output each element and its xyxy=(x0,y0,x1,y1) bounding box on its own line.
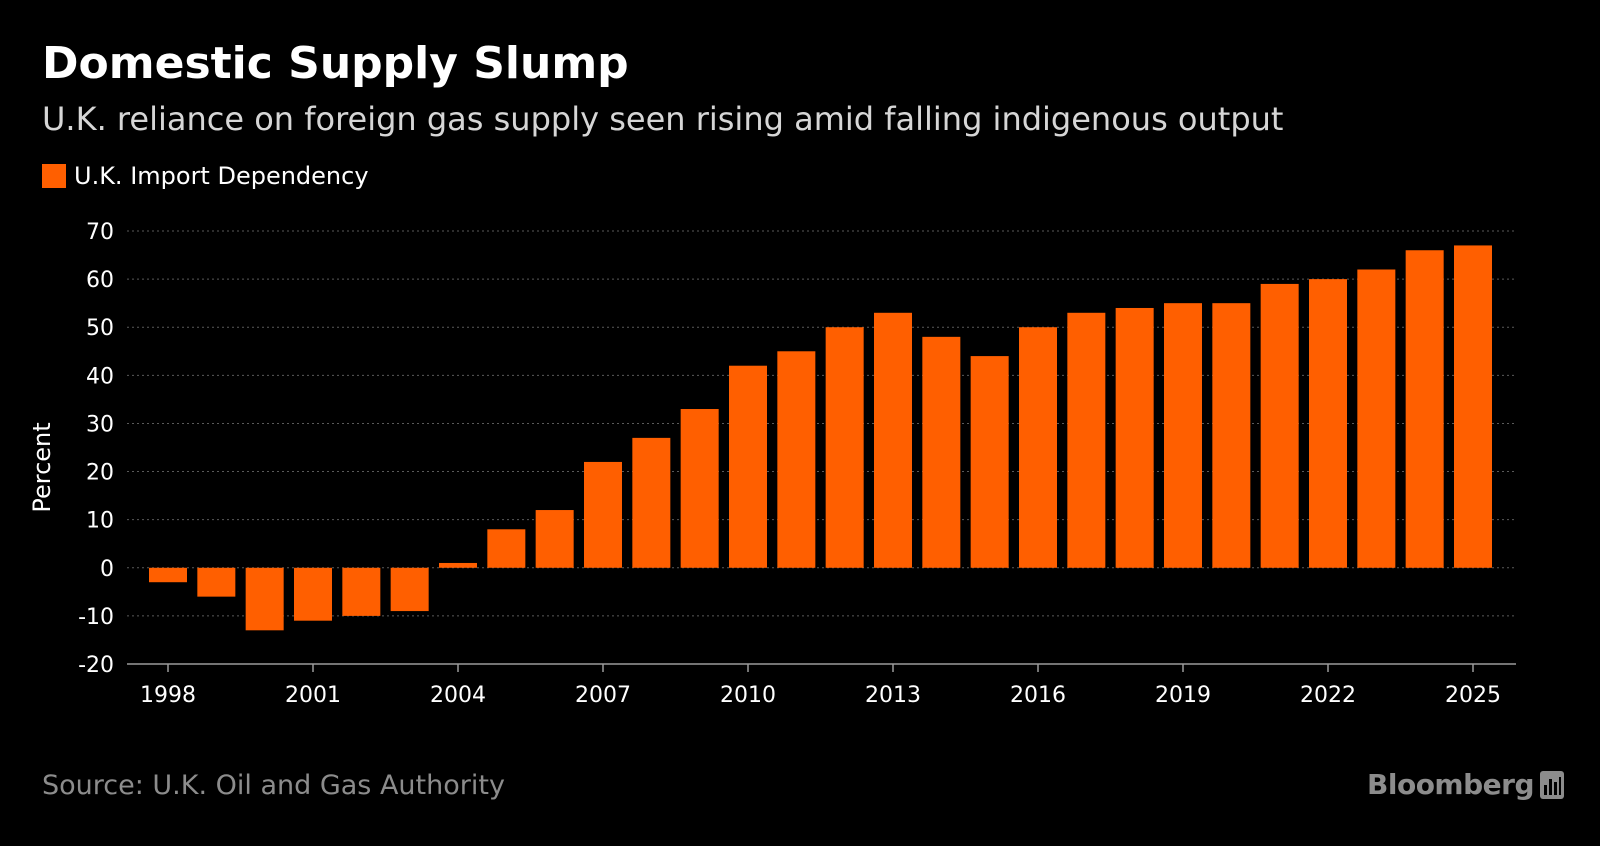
legend-label: U.K. Import Dependency xyxy=(74,162,369,190)
bar-2012 xyxy=(825,327,864,568)
bar-2024 xyxy=(1405,250,1444,568)
bar-2025 xyxy=(1454,245,1492,568)
y-tick-label: 30 xyxy=(86,412,114,437)
x-tick-label: 2022 xyxy=(1300,683,1356,708)
x-tick-label: 2010 xyxy=(720,683,776,708)
bar-2008 xyxy=(632,437,671,568)
y-tick-label: 20 xyxy=(86,461,114,486)
brand-logo: Bloomberg xyxy=(1367,768,1564,801)
axes xyxy=(127,663,1516,672)
legend: U.K. Import Dependency xyxy=(42,162,369,190)
y-tick-label: -20 xyxy=(78,653,114,678)
y-axis-label: Percent xyxy=(28,422,56,512)
bar-2007 xyxy=(584,461,622,568)
chart-subtitle: U.K. reliance on foreign gas supply seen… xyxy=(42,100,1284,138)
bar-2002 xyxy=(342,567,381,616)
gridlines xyxy=(127,230,1516,617)
bar-2019 xyxy=(1164,303,1202,568)
bar-2014 xyxy=(922,336,961,568)
y-tick-label: 40 xyxy=(86,364,114,389)
bar-2003 xyxy=(390,567,429,612)
bars xyxy=(149,245,1492,631)
y-tick-label: 70 xyxy=(86,220,114,245)
bar-2009 xyxy=(680,409,719,568)
bar-2022 xyxy=(1309,279,1347,568)
bar-1999 xyxy=(197,567,236,597)
bar-2016 xyxy=(1019,327,1057,568)
x-tick-label: 2007 xyxy=(575,683,631,708)
bar-2005 xyxy=(487,529,526,568)
bar-2020 xyxy=(1212,303,1251,568)
bar-2021 xyxy=(1260,283,1299,568)
bloomberg-bars-icon xyxy=(1540,770,1564,799)
bar-2013 xyxy=(874,312,912,568)
source-note: Source: U.K. Oil and Gas Authority xyxy=(42,770,505,801)
x-tick-label: 2025 xyxy=(1445,683,1501,708)
x-tick-label: 2004 xyxy=(430,683,486,708)
bar-2011 xyxy=(777,351,816,568)
y-tick-label: -10 xyxy=(78,605,114,630)
y-tick-label: 50 xyxy=(86,316,114,341)
bar-2015 xyxy=(970,356,1009,568)
bar-1998 xyxy=(149,567,187,583)
chart-title: Domestic Supply Slump xyxy=(42,38,629,89)
y-tick-label: 60 xyxy=(86,268,114,293)
x-tick-label: 2013 xyxy=(865,683,921,708)
legend-swatch xyxy=(42,164,66,188)
bar-2017 xyxy=(1067,312,1106,568)
y-tick-label: 10 xyxy=(86,509,114,534)
bar-2010 xyxy=(729,365,767,568)
x-tick-label: 2001 xyxy=(285,683,341,708)
bar-2004 xyxy=(439,562,477,568)
bar-2001 xyxy=(294,567,332,621)
x-tick-label: 2019 xyxy=(1155,683,1211,708)
y-tick-label: 0 xyxy=(100,557,114,582)
brand-name: Bloomberg xyxy=(1367,768,1534,801)
x-tick-label: 1998 xyxy=(140,683,196,708)
x-tick-label: 2016 xyxy=(1010,683,1066,708)
bar-2006 xyxy=(535,510,574,568)
bar-2018 xyxy=(1115,307,1154,568)
bar-2023 xyxy=(1357,269,1396,568)
bar-2000 xyxy=(245,567,284,631)
